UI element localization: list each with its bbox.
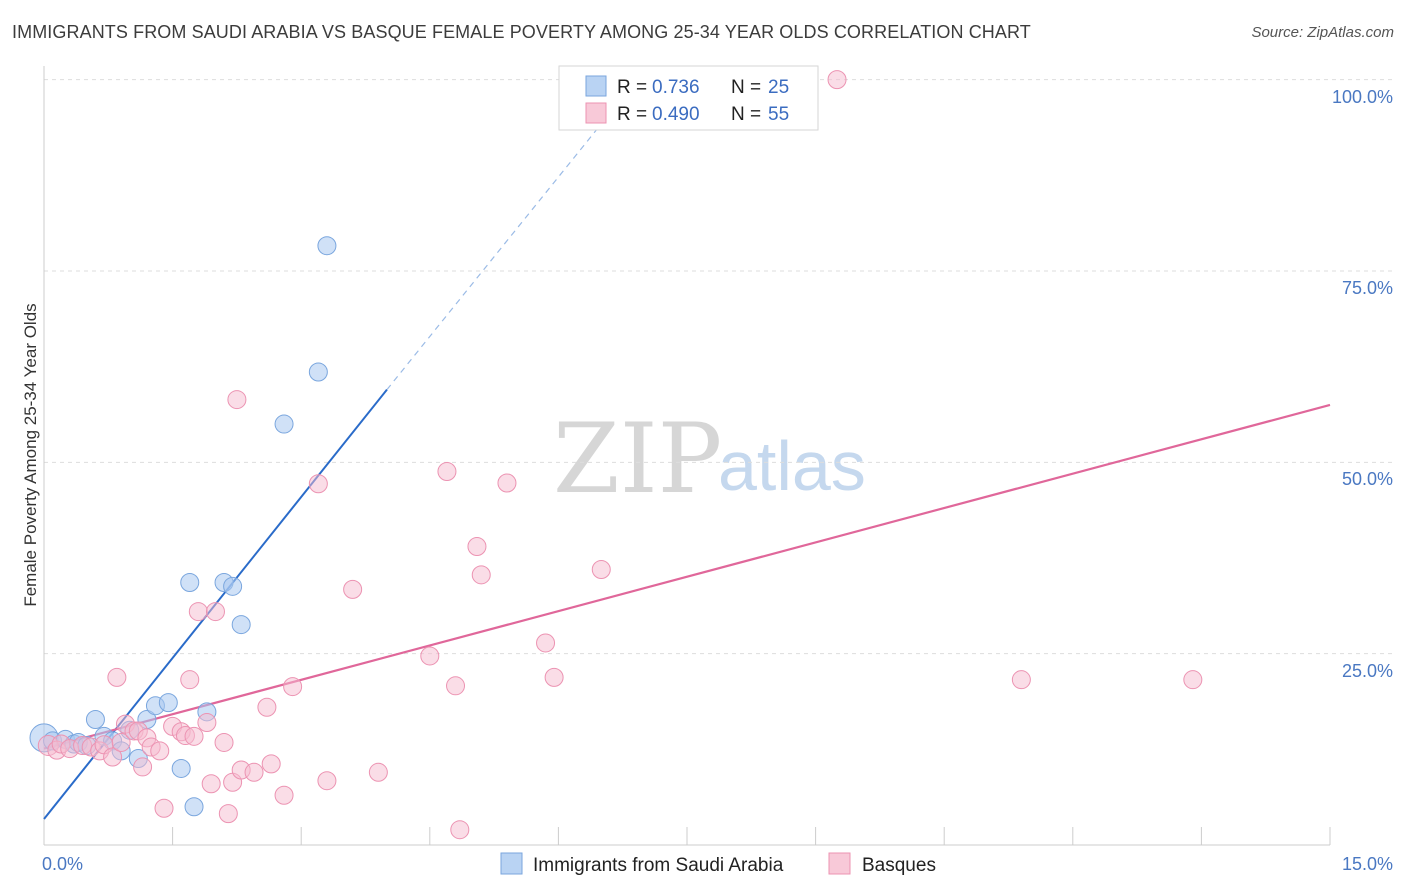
point-basques-35 (261, 754, 281, 774)
point-basques-51 (591, 559, 611, 579)
y-axis-label: Female Poverty Among 25-34 Year Olds (21, 303, 40, 606)
point-basques-24 (188, 602, 208, 622)
bottom-legend-swatch-basques (828, 852, 851, 875)
points-basques (37, 70, 1203, 840)
point-basques-44 (446, 676, 466, 696)
point-basques-39 (317, 771, 337, 791)
point-saudi-arabia-15 (171, 758, 191, 778)
axes (43, 66, 1331, 846)
point-basques-34 (257, 697, 277, 717)
point-saudi-arabia-16 (180, 572, 200, 592)
point-basques-45 (450, 820, 470, 840)
point-basques-48 (497, 473, 517, 493)
point-basques-22 (180, 670, 200, 690)
point-saudi-arabia-20 (223, 576, 243, 596)
point-basques-14 (133, 757, 153, 777)
bottom-legend-swatch-saudi-arabia (500, 852, 523, 875)
point-basques-42 (420, 646, 440, 666)
point-basques-41 (368, 762, 388, 782)
point-basques-26 (201, 774, 221, 794)
point-saudi-arabia-21 (231, 615, 251, 635)
point-basques-17 (150, 741, 170, 761)
point-basques-8 (103, 747, 123, 767)
legend-swatch-basques (585, 102, 607, 124)
watermark-atlas: atlas (718, 427, 866, 505)
legend-n-label-1: N = (731, 77, 761, 98)
point-basques-28 (214, 732, 234, 752)
legend-r-value-2: 0.490 (652, 104, 700, 125)
point-saudi-arabia-14 (158, 693, 178, 713)
point-saudi-arabia-17 (184, 797, 204, 817)
legend: R = 0.736 N = 25 R = 0.490 N = 55 (558, 65, 819, 131)
bottom-legend-label-basques: Basques (862, 855, 936, 876)
source-label: Source: ZipAtlas.com (1251, 24, 1394, 41)
point-saudi-arabia-24 (317, 236, 337, 256)
point-basques-31 (227, 390, 247, 410)
point-basques-36 (274, 785, 294, 805)
point-basques-10 (111, 732, 131, 752)
point-basques-53 (1011, 670, 1031, 690)
point-basques-18 (154, 798, 174, 818)
point-saudi-arabia-22 (274, 414, 294, 434)
legend-swatch-saudi-arabia (585, 75, 607, 97)
grid-lines (44, 79, 1392, 655)
point-basques-37 (283, 677, 303, 697)
bottom-legend: Immigrants from Saudi Arabia Basques (500, 852, 936, 876)
point-basques-23 (184, 726, 204, 746)
trend-solid-basques (43, 403, 1331, 750)
trend-line-basques (43, 403, 1331, 750)
chart-title: IMMIGRANTS FROM SAUDI ARABIA VS BASQUE F… (12, 22, 1031, 42)
point-basques-54 (1183, 670, 1203, 690)
point-basques-49 (536, 633, 556, 653)
watermark-zip: ZIP (553, 403, 722, 515)
point-basques-52 (827, 70, 847, 90)
legend-n-label-2: N = (731, 104, 761, 125)
point-basques-47 (471, 565, 491, 585)
point-basques-27 (205, 602, 225, 622)
point-saudi-arabia-23 (308, 362, 328, 382)
point-basques-29 (218, 804, 238, 824)
legend-n-value-1: 25 (768, 77, 789, 98)
legend-r-label-1: R = (617, 77, 647, 98)
x-tick-label-max: 15.0% (1342, 854, 1393, 874)
bottom-legend-label-saudi-arabia: Immigrants from Saudi Arabia (533, 855, 784, 876)
trend-dashed-saudi-arabia (386, 102, 619, 390)
legend-n-value-2: 55 (768, 104, 789, 125)
y-tick-label-25: 25.0% (1342, 661, 1393, 681)
point-saudi-arabia-6 (85, 709, 105, 729)
point-basques-43 (437, 462, 457, 482)
x-tick-label-min: 0.0% (42, 854, 83, 874)
legend-r-label-2: R = (617, 104, 647, 125)
y-tick-label-75: 75.0% (1342, 278, 1393, 298)
y-tick-label-50: 50.0% (1342, 469, 1393, 489)
point-basques-25 (197, 713, 217, 733)
point-basques-9 (107, 667, 127, 687)
point-basques-50 (544, 667, 564, 687)
trend-line-saudi-arabia (43, 102, 619, 820)
point-basques-46 (467, 537, 487, 557)
point-basques-33 (244, 762, 264, 782)
legend-r-value-1: 0.736 (652, 77, 700, 98)
y-tick-label-100: 100.0% (1332, 87, 1393, 107)
point-basques-38 (308, 474, 328, 494)
point-basques-40 (343, 579, 363, 599)
